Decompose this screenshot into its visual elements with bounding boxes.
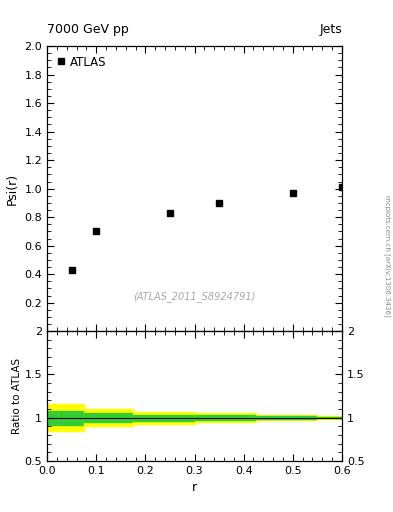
ATLAS (217, 200, 222, 206)
ATLAS (168, 210, 173, 216)
Text: 7000 GeV pp: 7000 GeV pp (47, 23, 129, 36)
Line: ATLAS: ATLAS (68, 184, 345, 273)
Text: mcplots.cern.ch [arXiv:1306.3436]: mcplots.cern.ch [arXiv:1306.3436] (384, 195, 391, 317)
Text: (ATLAS_2011_S8924791): (ATLAS_2011_S8924791) (133, 291, 256, 303)
Y-axis label: Psi(r): Psi(r) (6, 173, 19, 205)
ATLAS (94, 228, 99, 234)
Text: Jets: Jets (319, 23, 342, 36)
Y-axis label: Ratio to ATLAS: Ratio to ATLAS (12, 358, 22, 434)
ATLAS (69, 267, 74, 273)
Legend: ATLAS: ATLAS (53, 52, 110, 72)
ATLAS (340, 184, 344, 190)
X-axis label: r: r (192, 481, 197, 494)
ATLAS (290, 190, 295, 196)
